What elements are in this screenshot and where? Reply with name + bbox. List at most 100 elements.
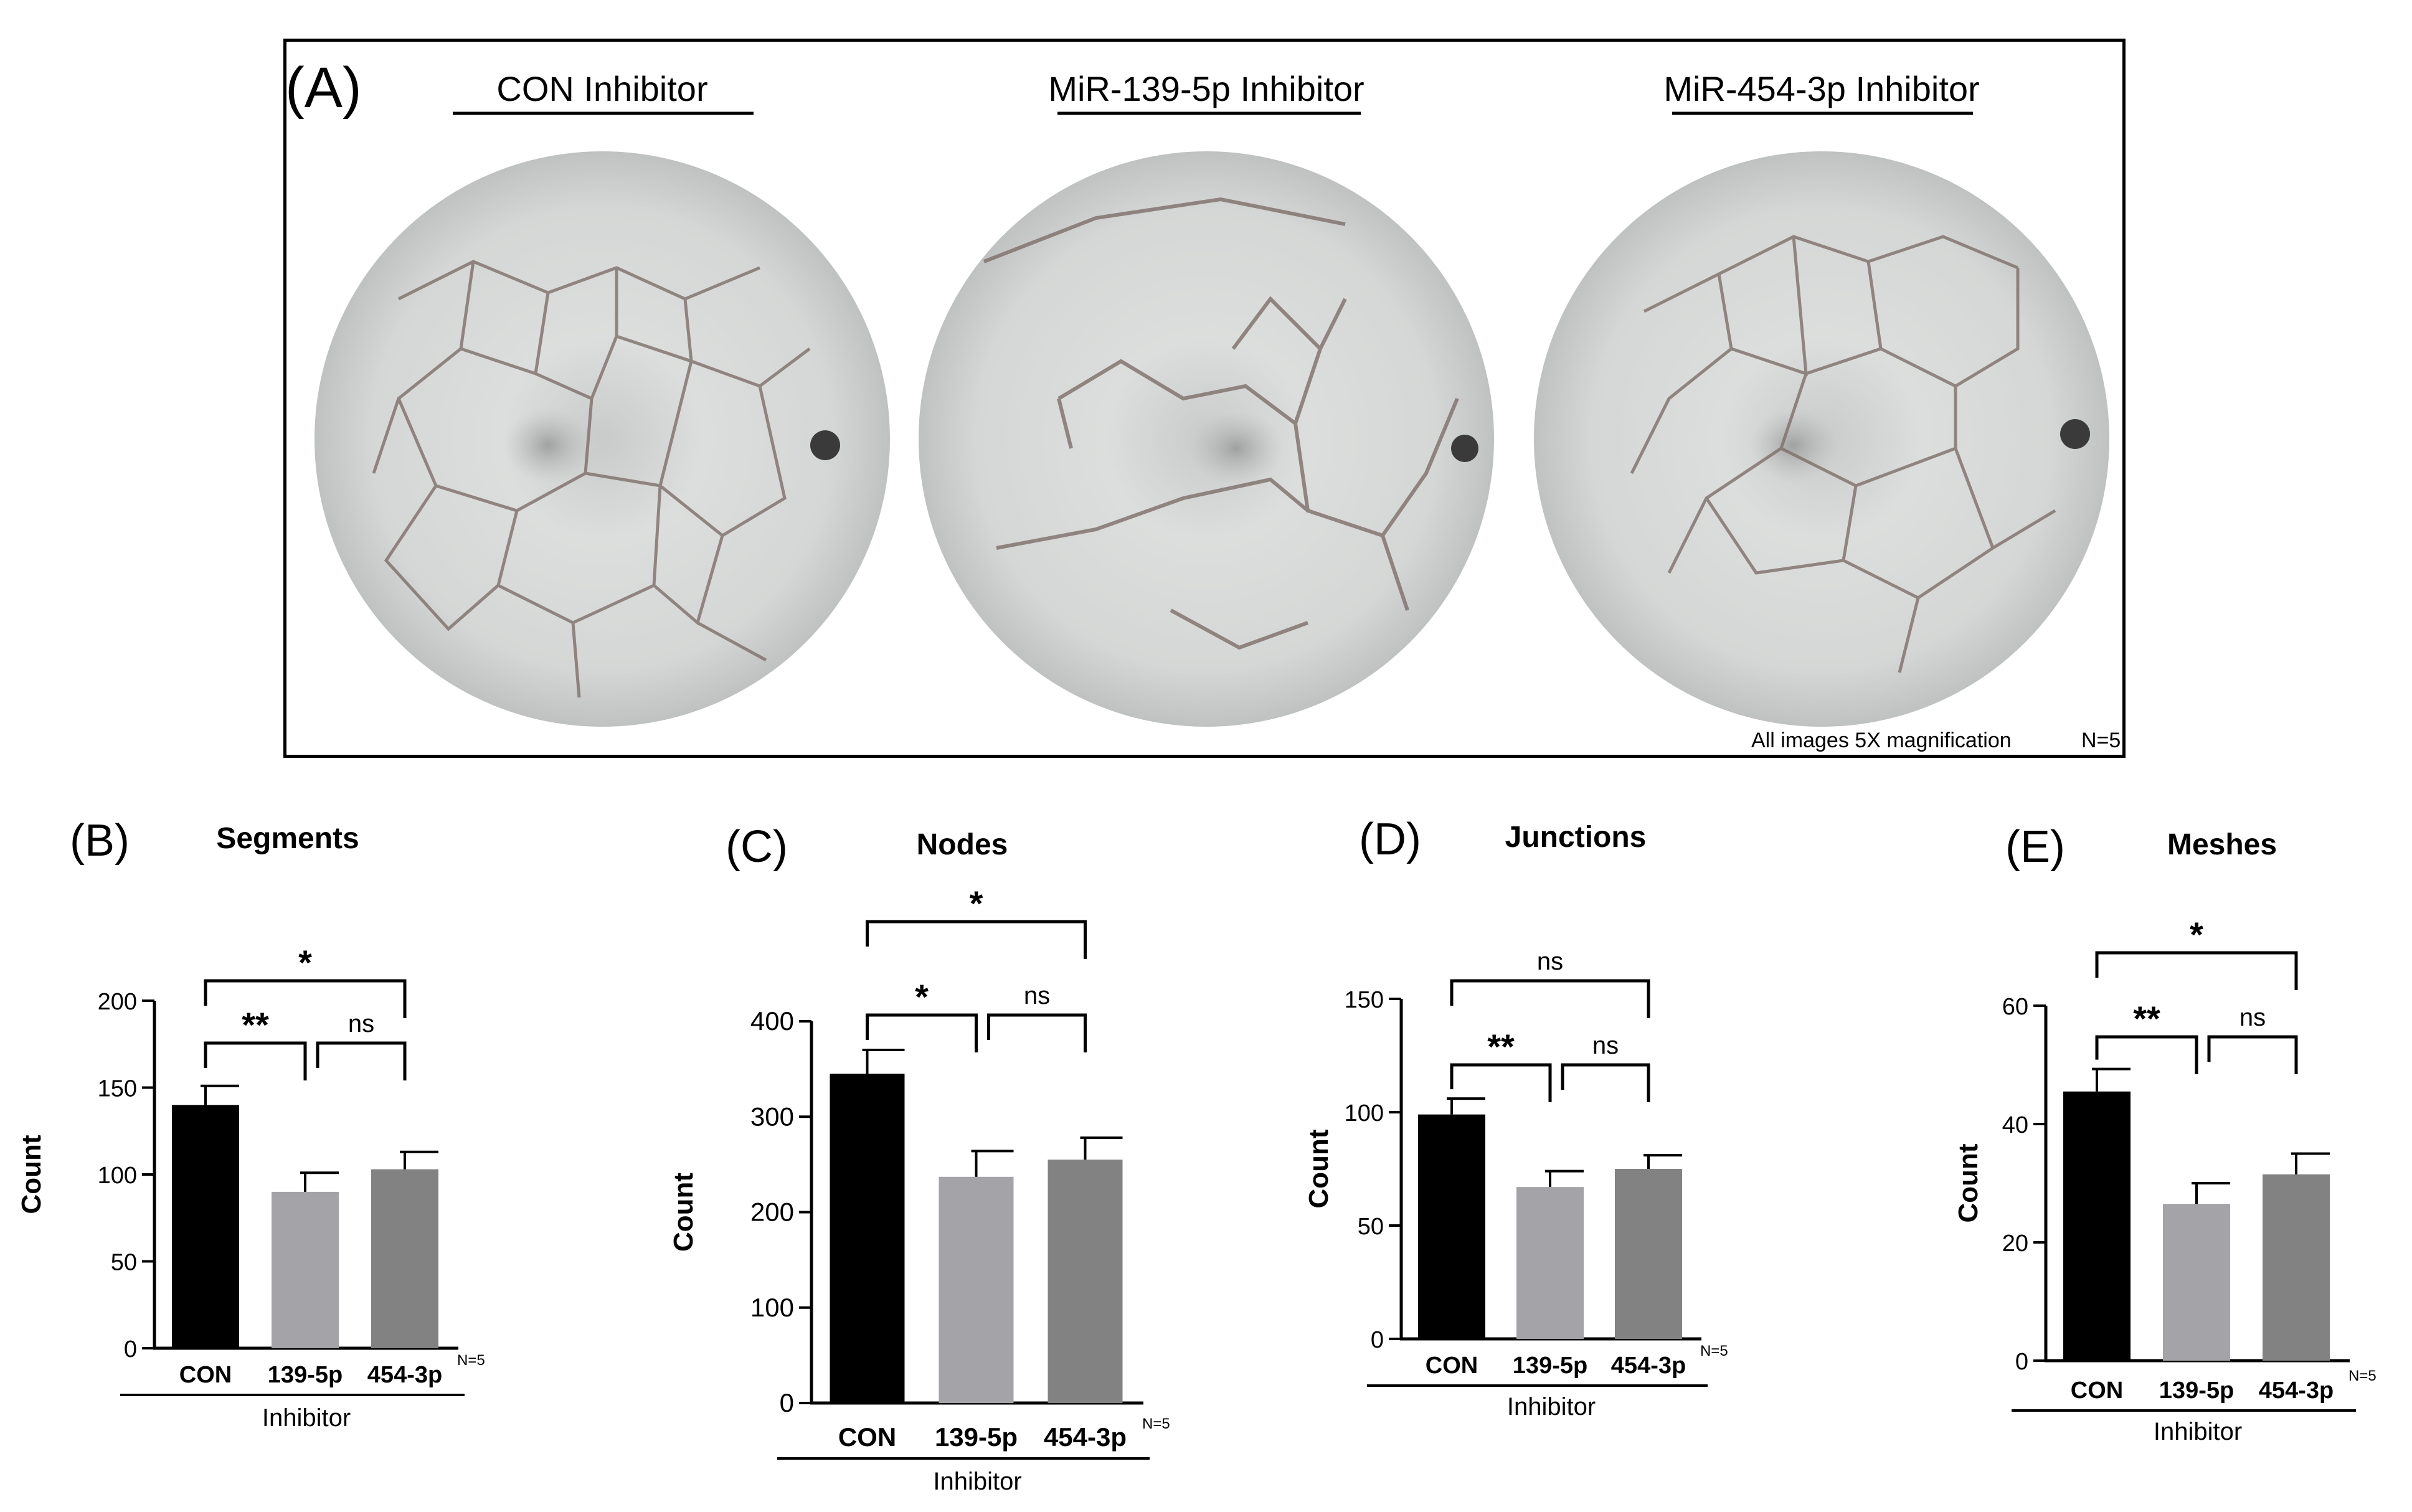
image-label-139: MiR-139-5p Inhibitor bbox=[1048, 69, 1364, 108]
tube-network bbox=[1630, 235, 2056, 673]
panel-letter: (C) bbox=[726, 822, 788, 872]
magnification-caption: All images 5X magnification bbox=[1751, 729, 2012, 752]
panel-letter: (D) bbox=[1359, 815, 1421, 864]
significance-bracket bbox=[1450, 1063, 1552, 1102]
y-tick-label: 50 bbox=[111, 1250, 137, 1276]
bar-454-3p bbox=[371, 1169, 438, 1348]
category-label: CON bbox=[179, 1362, 232, 1388]
tube-network bbox=[372, 260, 811, 698]
tube-network bbox=[983, 197, 1459, 650]
dish-center-shadow bbox=[504, 408, 592, 483]
bar-139-5p bbox=[2163, 1204, 2230, 1361]
image-label-454: MiR-454-3p Inhibitor bbox=[1663, 69, 1979, 108]
chart-title: Nodes bbox=[917, 828, 1008, 861]
image-label-con: CON Inhibitor bbox=[496, 69, 707, 108]
significance-label: ns bbox=[2239, 1004, 2266, 1031]
bar-CON bbox=[830, 1074, 905, 1403]
y-tick-label: 0 bbox=[780, 1388, 794, 1417]
bar-139-5p bbox=[272, 1191, 339, 1348]
y-tick-label: 400 bbox=[750, 1006, 794, 1036]
significance-bracket bbox=[204, 979, 407, 1018]
panel-letter: (E) bbox=[2005, 822, 2065, 872]
dish-image bbox=[315, 151, 890, 727]
chart-title: Segments bbox=[216, 822, 359, 855]
category-label: CON bbox=[1426, 1353, 1478, 1379]
significance-bracket bbox=[2095, 1035, 2198, 1074]
micrograph-139: MiR-139-5p Inhibitor bbox=[919, 69, 1494, 727]
category-label: 454-3p bbox=[1611, 1353, 1686, 1379]
category-label: 454-3p bbox=[367, 1362, 442, 1388]
significance-label: ns bbox=[1592, 1032, 1619, 1059]
panel-a-n-label: N=5 bbox=[2081, 729, 2121, 752]
significance-bracket bbox=[987, 1013, 1087, 1052]
panel-a-letter: (A) bbox=[285, 56, 362, 120]
n-label: N=5 bbox=[1700, 1343, 1728, 1359]
y-tick-label: 0 bbox=[2015, 1349, 2028, 1375]
significance-label: * bbox=[970, 884, 983, 923]
micrograph-con: CON Inhibitor bbox=[315, 69, 890, 727]
significance-bracket bbox=[866, 920, 1087, 959]
significance-label: ns bbox=[1024, 982, 1050, 1009]
y-axis-label: Count bbox=[1303, 1129, 1334, 1208]
category-label: CON bbox=[838, 1422, 896, 1452]
n-label: N=5 bbox=[2348, 1368, 2377, 1384]
significance-bracket bbox=[1450, 979, 1650, 1018]
y-tick-label: 300 bbox=[750, 1102, 794, 1131]
y-tick-label: 150 bbox=[1345, 987, 1384, 1013]
bar-CON bbox=[172, 1105, 239, 1348]
category-label: 139-5p bbox=[268, 1362, 343, 1388]
significance-label: * bbox=[2190, 915, 2203, 954]
significance-bracket bbox=[2095, 951, 2298, 990]
chart-junctions: (D) Junctions 0 50 100 150 Count CON 139-5p 454-3… bbox=[1303, 815, 1728, 1420]
y-tick-label: 150 bbox=[98, 1076, 137, 1102]
y-tick-label: 100 bbox=[98, 1163, 137, 1189]
significance-bracket bbox=[866, 1013, 978, 1052]
significance-label: ** bbox=[242, 1005, 269, 1044]
significance-label: * bbox=[298, 943, 312, 982]
bar-CON bbox=[2063, 1091, 2131, 1361]
significance-label: ns bbox=[1537, 948, 1563, 975]
bar-139-5p bbox=[939, 1176, 1014, 1403]
dark-spot bbox=[1451, 435, 1478, 462]
chart-segments: (B) Segments 0 50 100 150 200 Count CON 139-5p 454… bbox=[16, 816, 485, 1432]
chart-meshes: (E) Meshes 0 20 40 60 Count CON 139-5p 454-3p Inhi… bbox=[1953, 822, 2377, 1445]
n-label: N=5 bbox=[1142, 1415, 1170, 1432]
y-tick-label: 0 bbox=[124, 1336, 137, 1363]
category-label: 139-5p bbox=[2159, 1377, 2234, 1404]
y-tick-label: 50 bbox=[1358, 1214, 1384, 1240]
bar-454-3p bbox=[1615, 1169, 1682, 1339]
y-tick-label: 200 bbox=[98, 989, 137, 1015]
category-label: CON bbox=[2071, 1377, 2123, 1404]
bar-454-3p bbox=[1048, 1160, 1123, 1403]
x-axis-label: Inhibitor bbox=[1507, 1393, 1596, 1420]
significance-label: * bbox=[915, 977, 929, 1016]
y-axis-label: Count bbox=[668, 1173, 699, 1252]
y-tick-label: 100 bbox=[750, 1293, 794, 1322]
category-label: 454-3p bbox=[2259, 1377, 2334, 1404]
category-label: 454-3p bbox=[1044, 1422, 1127, 1452]
significance-bracket bbox=[2207, 1035, 2298, 1074]
x-axis-label: Inhibitor bbox=[262, 1404, 351, 1432]
y-tick-label: 20 bbox=[2002, 1231, 2028, 1257]
y-axis-label: Count bbox=[16, 1135, 47, 1214]
significance-bracket bbox=[204, 1041, 307, 1080]
y-tick-label: 100 bbox=[1345, 1100, 1384, 1127]
panel-letter: (B) bbox=[70, 816, 130, 866]
chart-title: Meshes bbox=[2167, 828, 2277, 861]
y-axis-label: Count bbox=[1953, 1143, 1984, 1222]
x-axis-label: Inhibitor bbox=[933, 1468, 1021, 1495]
significance-bracket bbox=[1561, 1063, 1650, 1102]
y-tick-label: 200 bbox=[750, 1198, 794, 1227]
significance-bracket bbox=[316, 1041, 407, 1080]
y-tick-label: 40 bbox=[2002, 1112, 2028, 1138]
n-label: N=5 bbox=[457, 1352, 485, 1369]
y-tick-label: 60 bbox=[2002, 994, 2028, 1020]
dark-spot bbox=[2060, 419, 2090, 449]
micrograph-454: MiR-454-3p Inhibitor bbox=[1534, 69, 2109, 727]
dark-spot bbox=[810, 430, 840, 460]
significance-label: ** bbox=[1487, 1027, 1515, 1066]
chart-nodes: (C) Nodes 0 100 200 300 400 Count CON 139-5p 454-3… bbox=[668, 822, 1170, 1495]
chart-title: Junctions bbox=[1505, 821, 1647, 854]
